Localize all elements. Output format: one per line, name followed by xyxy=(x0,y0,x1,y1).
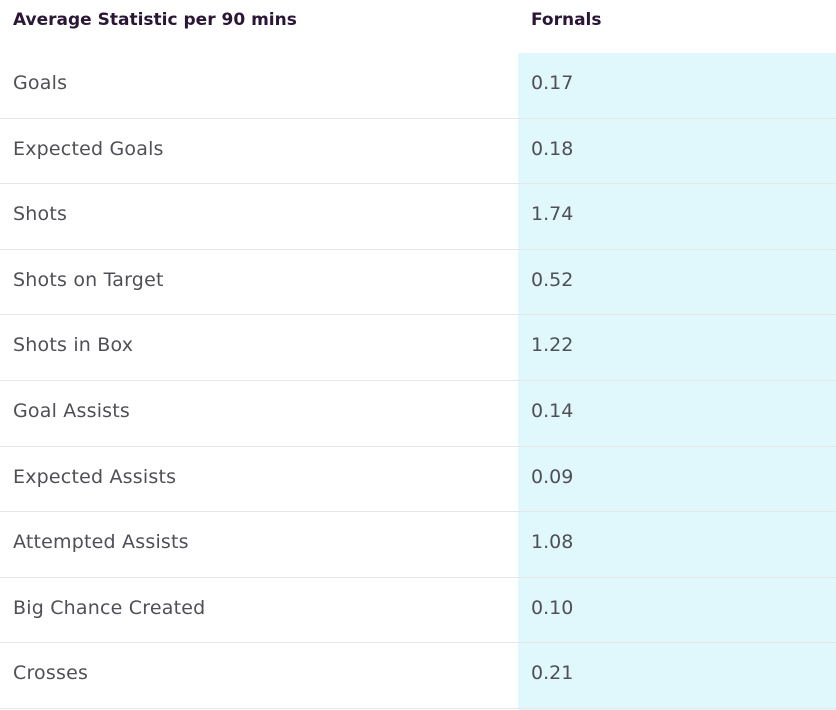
table-body: Goals 0.17 Expected Goals 0.18 Shots 1.7… xyxy=(0,53,836,709)
table-row: Shots on Target 0.52 xyxy=(0,250,836,316)
table-row: Shots 1.74 xyxy=(0,184,836,250)
stat-value: 0.10 xyxy=(531,596,574,619)
stat-label: Crosses xyxy=(13,662,89,685)
stat-value: 1.74 xyxy=(531,203,574,226)
stat-value: 0.17 xyxy=(531,72,574,94)
stat-label: Big Chance Created xyxy=(13,596,206,619)
stat-value: 0.21 xyxy=(531,662,574,685)
stat-label: Shots in Box xyxy=(13,334,134,357)
table-row: Shots in Box 1.22 xyxy=(0,315,836,381)
stat-value: 1.22 xyxy=(531,334,574,357)
stat-value: 1.08 xyxy=(531,531,574,554)
stat-label: Goal Assists xyxy=(13,399,131,422)
table-row: Goals 0.17 xyxy=(0,53,836,119)
stat-label: Shots xyxy=(13,203,68,226)
stat-label: Expected Assists xyxy=(13,465,177,488)
table-row: Expected Goals 0.18 xyxy=(0,119,836,185)
table-row: Expected Assists 0.09 xyxy=(0,447,836,513)
header-stat-label: Average Statistic per 90 mins xyxy=(13,10,297,30)
table-row: Goal Assists 0.14 xyxy=(0,381,836,447)
table-row: Attempted Assists 1.08 xyxy=(0,512,836,578)
stat-label: Shots on Target xyxy=(13,268,164,291)
stat-value: 0.52 xyxy=(531,268,574,291)
header-player-name: Fornals xyxy=(531,10,602,30)
stat-value: 0.09 xyxy=(531,465,574,488)
stat-label: Expected Goals xyxy=(13,137,164,160)
stat-label: Goals xyxy=(13,72,68,94)
player-column-highlight xyxy=(518,53,836,710)
stat-value: 0.18 xyxy=(531,137,574,160)
table-row: Big Chance Created 0.10 xyxy=(0,578,836,644)
stat-label: Attempted Assists xyxy=(13,531,189,554)
table-row: Crosses 0.21 xyxy=(0,643,836,709)
table-header: Average Statistic per 90 mins Fornals xyxy=(0,0,836,53)
stat-value: 0.14 xyxy=(531,399,574,422)
